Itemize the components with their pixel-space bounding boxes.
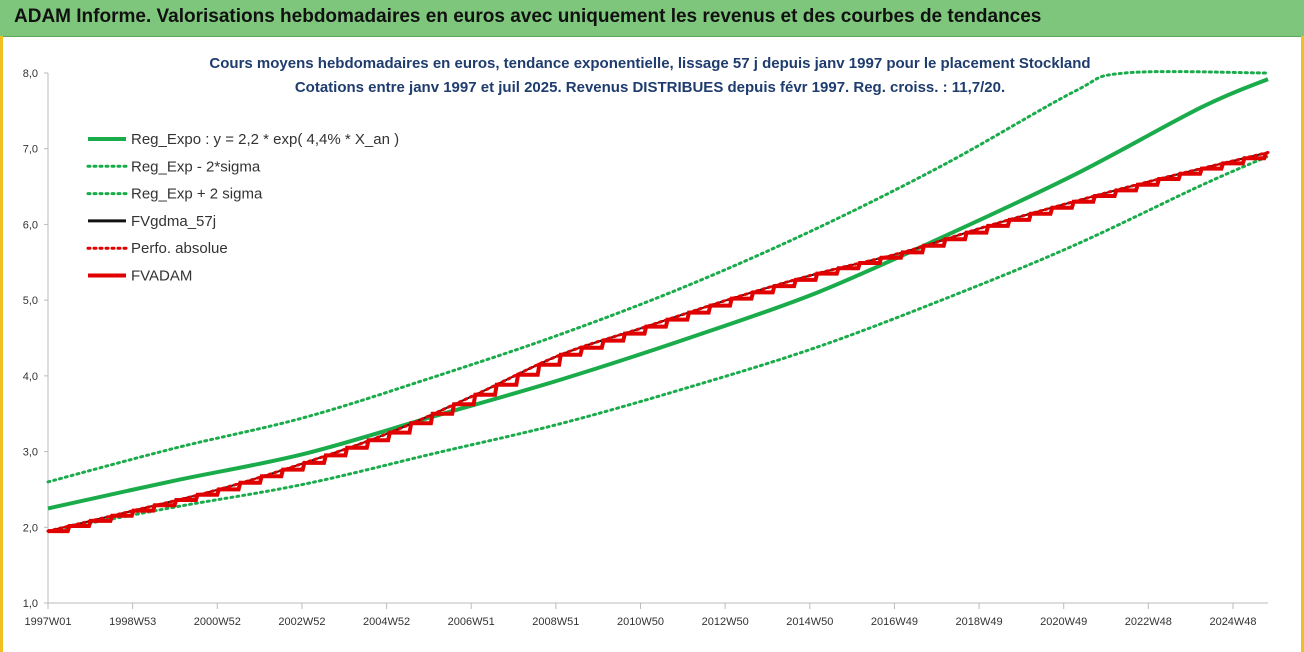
y-tick-label: 8,0 [23, 68, 38, 80]
y-tick-label: 6,0 [23, 219, 38, 231]
y-tick-label: 1,0 [23, 598, 38, 610]
legend-label-perfo-absolue: Perfo. absolue [131, 240, 228, 257]
series-line-fvgdma-57j [47, 151, 1269, 533]
x-tick-label: 2024W48 [1209, 616, 1256, 628]
x-tick-label: 2000W52 [194, 616, 241, 628]
x-tick-label: 1998W53 [109, 616, 156, 628]
chart-subtitle: Cotations entre janv 1997 et juil 2025. … [294, 79, 1006, 96]
x-tick-label: 2002W52 [278, 616, 325, 628]
legend-label-reg-exp-plus-2sigma: Reg_Exp + 2 sigma [131, 186, 263, 203]
legend-label-reg-expo: Reg_Expo : y = 2,2 * exp( 4,4% * X_an ) [131, 131, 399, 148]
x-tick-label: 2012W50 [702, 616, 749, 628]
series-line-perfo-absolue [46, 151, 1270, 533]
report-title: ADAM Informe. Valorisations hebdomadaire… [14, 6, 1042, 27]
x-tick-label: 2022W48 [1125, 616, 1172, 628]
x-tick-label: 1997W01 [24, 616, 71, 628]
y-tick-label: 5,0 [23, 295, 38, 307]
x-tick-label: 2016W49 [871, 616, 918, 628]
x-tick-label: 2004W52 [363, 616, 410, 628]
series-line-reg-exp-minus-2sigma [46, 154, 1270, 533]
x-tick-label: 2010W50 [617, 616, 664, 628]
chart-title: Cours moyens hebdomadaires en euros, ten… [209, 55, 1091, 72]
legend-label-reg-exp-minus-2sigma: Reg_Exp - 2*sigma [131, 158, 261, 175]
chart-frame [0, 36, 1304, 652]
x-tick-label: 2008W51 [532, 616, 579, 628]
x-tick-label: 2018W49 [956, 616, 1003, 628]
x-tick-label: 2006W51 [448, 616, 495, 628]
series-line-reg-exp-plus-2sigma [46, 70, 1270, 484]
y-tick-label: 7,0 [23, 144, 38, 156]
series-line-fvadam [48, 152, 1268, 534]
legend-label-fvadam: FVADAM [131, 268, 192, 285]
x-tick-label: 2020W49 [1040, 616, 1087, 628]
legend-label-fvgdma-57j: FVgdma_57j [131, 213, 216, 230]
x-tick-label: 2014W50 [786, 616, 833, 628]
y-tick-label: 4,0 [23, 371, 38, 383]
series-line-reg-expo [47, 77, 1269, 511]
title-banner: ADAM Informe. Valorisations hebdomadaire… [0, 0, 1304, 37]
y-tick-label: 2,0 [23, 522, 38, 534]
y-tick-label: 3,0 [23, 447, 38, 459]
